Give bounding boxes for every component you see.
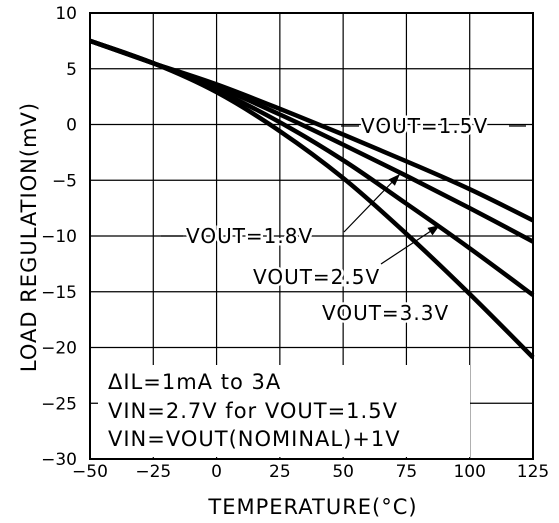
label-layer: VOUT=1.5V VOUT=1.8V VOUT=2.5V VOUT=3.3V xyxy=(161,112,526,328)
series-line xyxy=(89,38,535,360)
y-tick-label: −30 xyxy=(41,450,77,470)
x-tick-label: 75 xyxy=(396,462,418,482)
condition-line: VIN=2.7V for VOUT=1.5V xyxy=(108,399,398,423)
y-tick-labels: 10 5 0 −5 −10 −15 −20 −25 −30 xyxy=(41,4,77,470)
condition-line: ΔIL=1mA to 3A xyxy=(108,370,281,394)
series-line xyxy=(89,38,535,297)
x-tick-label: 125 xyxy=(517,462,549,482)
y-tick-label: −5 xyxy=(52,171,77,191)
x-tick-label: 50 xyxy=(332,462,354,482)
label-arrowhead xyxy=(388,174,400,186)
label-arrow-line xyxy=(343,173,401,233)
y-tick-label: 0 xyxy=(66,116,77,136)
conditions-box: ΔIL=1mA to 3A VIN=2.7V for VOUT=1.5V VIN… xyxy=(98,365,470,457)
series-label: VOUT=1.5V xyxy=(361,114,488,138)
series-label: VOUT=3.3V xyxy=(322,301,449,325)
series-label: VOUT=2.5V xyxy=(253,265,380,289)
y-tick-label: −25 xyxy=(41,394,77,414)
x-tick-label: 0 xyxy=(211,462,222,482)
x-tick-label: −25 xyxy=(135,462,171,482)
x-axis-title: TEMPERATURE(°C) xyxy=(207,495,417,519)
series-layer xyxy=(89,38,535,360)
plot-frame xyxy=(89,12,534,460)
series-label: VOUT=1.8V xyxy=(186,224,313,248)
x-tick-label: −50 xyxy=(72,462,108,482)
y-tick-label: −15 xyxy=(41,283,77,303)
x-tick-labels: −50 −25 0 25 50 75 100 125 xyxy=(72,462,549,482)
y-tick-label: −20 xyxy=(41,339,77,359)
y-tick-label: 10 xyxy=(55,4,77,24)
x-tick-label: 25 xyxy=(269,462,291,482)
label-arrowhead xyxy=(427,225,440,236)
y-tick-label: −10 xyxy=(41,227,77,247)
y-axis-title: LOAD REGULATION(mV) xyxy=(17,102,41,372)
x-tick-label: 100 xyxy=(453,462,485,482)
condition-line: VIN=VOUT(NOMINAL)+1V xyxy=(108,427,401,451)
conditions-box-bg xyxy=(98,365,470,457)
y-tick-label: 5 xyxy=(66,60,77,80)
